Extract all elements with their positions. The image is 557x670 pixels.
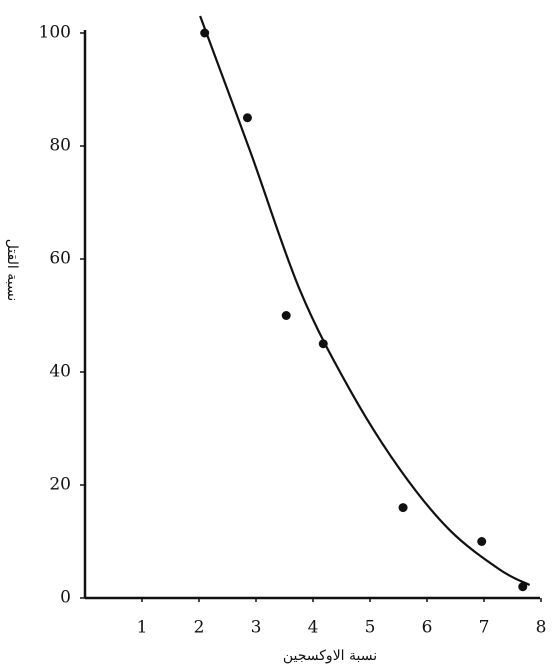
x-axis-label: نسبة الاوكسجين (283, 648, 377, 664)
data-point (281, 311, 291, 320)
data-point (242, 113, 252, 123)
x-tick-label: 5 (365, 618, 376, 638)
y-tick-label: 80 (49, 136, 71, 156)
x-tick-label: 4 (308, 618, 319, 638)
data-point (200, 28, 210, 38)
y-tick-label: 60 (49, 249, 71, 269)
x-tick-label: 3 (251, 618, 262, 638)
data-point (318, 339, 328, 349)
y-tick-label: 100 (39, 23, 71, 43)
data-point (477, 537, 487, 546)
x-tick-label: 1 (137, 618, 148, 638)
data-point (518, 582, 528, 592)
y-tick-label: 0 (60, 588, 71, 608)
x-tick-label: 2 (194, 618, 205, 638)
y-axis-label: نسبة القتل (4, 239, 20, 302)
data-point (398, 503, 408, 513)
y-tick-label: 40 (49, 362, 71, 382)
x-tick-label: 6 (422, 618, 433, 638)
x-tick-label: 8 (536, 618, 547, 638)
fit-curve (199, 15, 531, 586)
x-tick-label: 7 (479, 618, 490, 638)
y-tick-label: 20 (49, 475, 71, 495)
